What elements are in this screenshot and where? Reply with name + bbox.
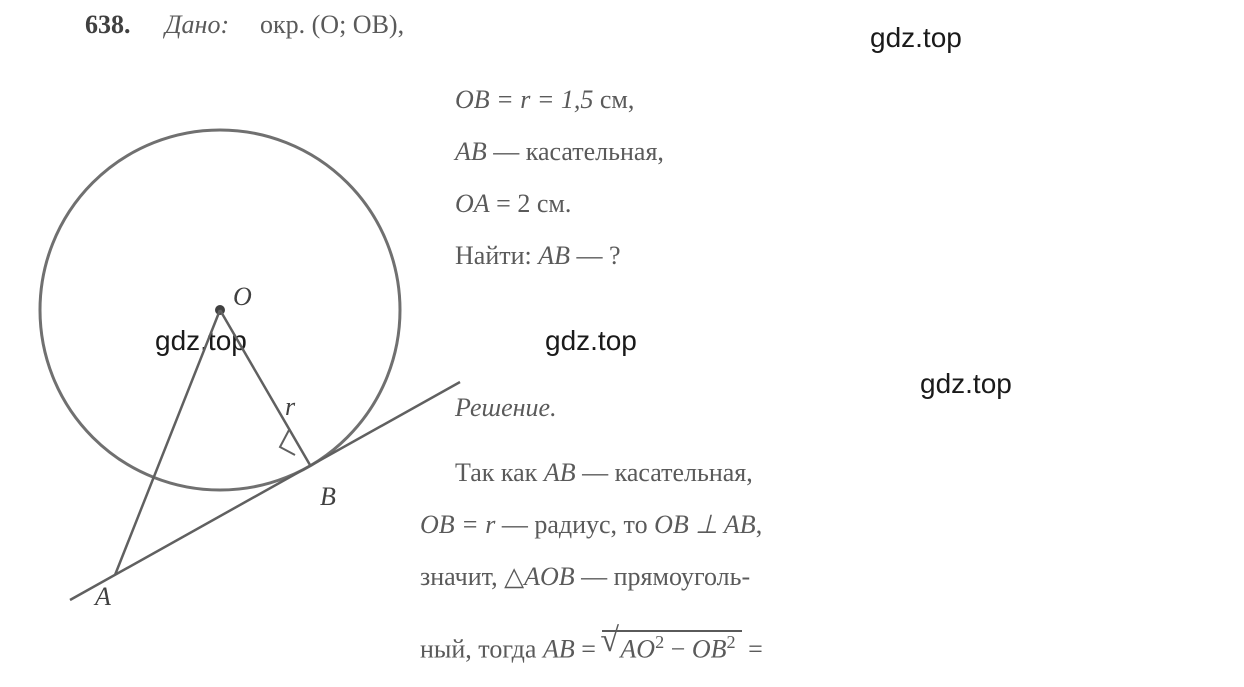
label-o: O [233, 282, 252, 311]
radius-ob [220, 310, 310, 465]
r-line4: Найти: AB — ? [455, 241, 621, 271]
r-line1-unit: см, [593, 85, 634, 114]
r-line4-find: Найти: [455, 241, 538, 270]
r-line4-q: — ? [570, 241, 621, 270]
label-r: r [285, 392, 296, 421]
page-root: 638. Дано: окр. (O; OB), gdz.top gdz.top… [0, 0, 1244, 687]
r-line5-c: — касательная, [576, 458, 753, 487]
tangent-line [70, 382, 460, 600]
r-line8-eq2: = [748, 635, 763, 664]
r-line2-ab: AB [455, 137, 487, 166]
r-line8-minus: − [664, 635, 692, 664]
label-b: B [320, 482, 336, 511]
r-line3-rest: = 2 см. [490, 189, 572, 218]
radicand: AO2 − OB2 [602, 630, 741, 665]
r-line8-a: ный, тогда [420, 635, 543, 664]
r-line8-ab: AB [543, 635, 575, 664]
watermark-right: gdz.top [920, 368, 1012, 400]
r-line1: OB = r = 1,5 см, [455, 85, 634, 115]
r-line7-aob: AOB [524, 562, 575, 591]
r-line8: ный, тогда AB = √ AO2 − OB2 = [420, 630, 763, 665]
label-a: A [93, 582, 111, 611]
r-line6-obr: OB = r [420, 510, 495, 539]
r-line5-ab: AB [544, 458, 576, 487]
r-line8-ao: AO [620, 635, 655, 664]
watermark-tr: gdz.top [870, 22, 962, 54]
r-line7: значит, △AOB — прямоуголь- [420, 562, 750, 592]
segment-oa [115, 310, 220, 575]
r-line1-math: OB = r = 1,5 [455, 85, 593, 114]
r-line8-ob: OB [692, 635, 727, 664]
sq2: 2 [727, 632, 736, 652]
r-line3: OA = 2 см. [455, 189, 571, 219]
sq1: 2 [655, 632, 664, 652]
r-line2: AB — касательная, [455, 137, 664, 167]
r-line2-rest: — касательная, [487, 137, 664, 166]
r-line7-a: значит, △ [420, 562, 524, 591]
r-line8-eq: = [575, 635, 603, 664]
r-line5: Так как AB — касательная, [455, 458, 753, 488]
r-line6-d: , [756, 510, 763, 539]
r-line7-c: — прямоуголь- [575, 562, 751, 591]
radical-sign: √ [600, 622, 619, 660]
r-line5-a: Так как [455, 458, 544, 487]
r-line6: OB = r — радиус, то OB ⊥ AB, [420, 510, 762, 540]
watermark-mid: gdz.top [545, 325, 637, 357]
r-line4-ab: AB [538, 241, 570, 270]
r-line6-perp: OB ⊥ AB [654, 510, 756, 539]
r-line6-b: — радиус, то [495, 510, 654, 539]
geometry-diagram: O r B A [0, 0, 500, 650]
r-line3-oa: OA [455, 189, 490, 218]
solution-label: Решение. [455, 393, 557, 423]
sqrt-expr: √ AO2 − OB2 [602, 630, 741, 665]
